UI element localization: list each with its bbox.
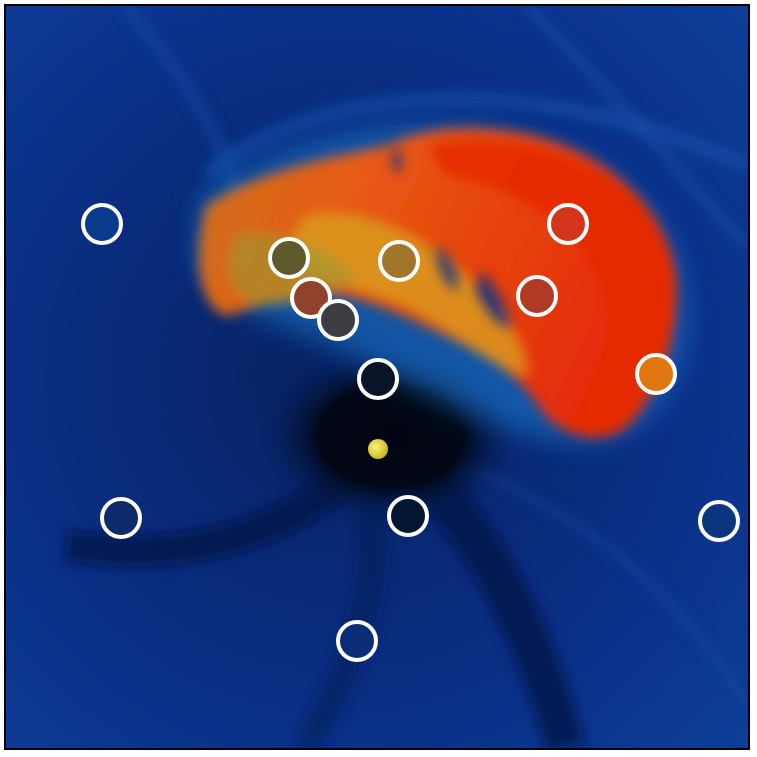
marker-circle [547, 203, 589, 245]
marker-circle [81, 203, 123, 245]
central-star [368, 439, 388, 459]
marker-group [81, 203, 740, 662]
plume [198, 128, 677, 438]
marker-circle [378, 240, 420, 282]
marker-circle [516, 275, 558, 317]
plume-gaps [392, 146, 511, 327]
marker-circle [336, 620, 378, 662]
simulation-render [6, 6, 748, 748]
marker-circle [387, 495, 429, 537]
marker-circle [268, 237, 310, 279]
marker-circle [698, 500, 740, 542]
marker-circle [357, 358, 399, 400]
marker-circle [317, 299, 359, 341]
image-frame [4, 4, 750, 750]
marker-circle [100, 497, 142, 539]
marker-circle [635, 353, 677, 395]
marker-circle [290, 277, 332, 319]
